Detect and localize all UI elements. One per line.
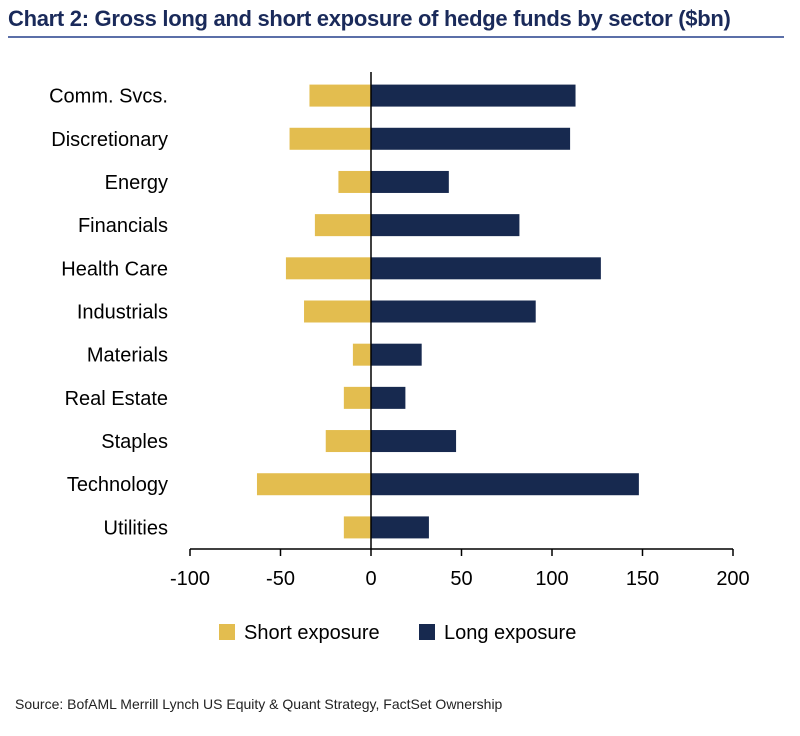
- x-tick-label: -100: [170, 568, 210, 590]
- long-bar-financials: [371, 214, 520, 237]
- long-bar-utilities: [371, 516, 429, 539]
- x-tick-label: -50: [266, 568, 295, 590]
- long-bar-technology: [371, 473, 639, 496]
- short-bar-technology: [256, 473, 371, 496]
- bars-layer: [256, 84, 639, 539]
- short-bar-health-care: [285, 257, 371, 280]
- category-label: Energy: [105, 172, 168, 194]
- x-tick-label: 50: [450, 568, 472, 590]
- short-bar-staples: [325, 430, 371, 453]
- short-bar-materials: [352, 343, 371, 366]
- category-label: Comm. Svcs.: [49, 86, 168, 108]
- labels-layer: Comm. Svcs. Discretionary Energy Financials…: [49, 86, 750, 590]
- title-rule: [8, 36, 784, 38]
- category-label: Real Estate: [65, 388, 168, 410]
- legend-short-swatch: [219, 624, 235, 640]
- long-bar-comm-svcs: [371, 84, 576, 107]
- source-note: Source: BofAML Merrill Lynch US Equity &…: [15, 696, 503, 712]
- category-label: Utilities: [104, 517, 168, 539]
- legend-long-label: Long exposure: [444, 622, 576, 644]
- short-bar-financials: [314, 214, 371, 237]
- long-bar-health-care: [371, 257, 601, 280]
- short-bar-energy: [338, 170, 371, 193]
- category-label: Financials: [78, 215, 168, 237]
- x-tick-label: 200: [716, 568, 749, 590]
- x-tick-label: 150: [626, 568, 659, 590]
- legend-short-label: Short exposure: [244, 622, 380, 644]
- long-bar-energy: [371, 170, 449, 193]
- long-bar-discretionary: [371, 127, 571, 150]
- short-bar-real-estate: [343, 386, 371, 409]
- category-label: Technology: [67, 474, 168, 496]
- category-label: Discretionary: [51, 129, 168, 151]
- category-label: Staples: [101, 431, 168, 453]
- short-bar-industrials: [304, 300, 371, 323]
- x-tick-label: 100: [535, 568, 568, 590]
- chart: Comm. Svcs. Discretionary Energy Financials…: [49, 72, 750, 644]
- category-label: Health Care: [61, 258, 168, 280]
- short-bar-utilities: [343, 516, 371, 539]
- long-bar-materials: [371, 343, 422, 366]
- axes-layer: [189, 72, 734, 556]
- category-label: Industrials: [77, 302, 168, 324]
- short-bar-discretionary: [289, 127, 371, 150]
- legend-long-swatch: [419, 624, 435, 640]
- long-bar-staples: [371, 430, 457, 453]
- long-bar-industrials: [371, 300, 536, 323]
- chart-title: Chart 2: Gross long and short exposure o…: [8, 6, 731, 31]
- short-bar-comm-svcs: [309, 84, 371, 107]
- legend-layer: Short exposure Long exposure: [219, 622, 576, 644]
- long-bar-real-estate: [371, 386, 406, 409]
- category-label: Materials: [87, 345, 168, 367]
- x-tick-label: 0: [365, 568, 376, 590]
